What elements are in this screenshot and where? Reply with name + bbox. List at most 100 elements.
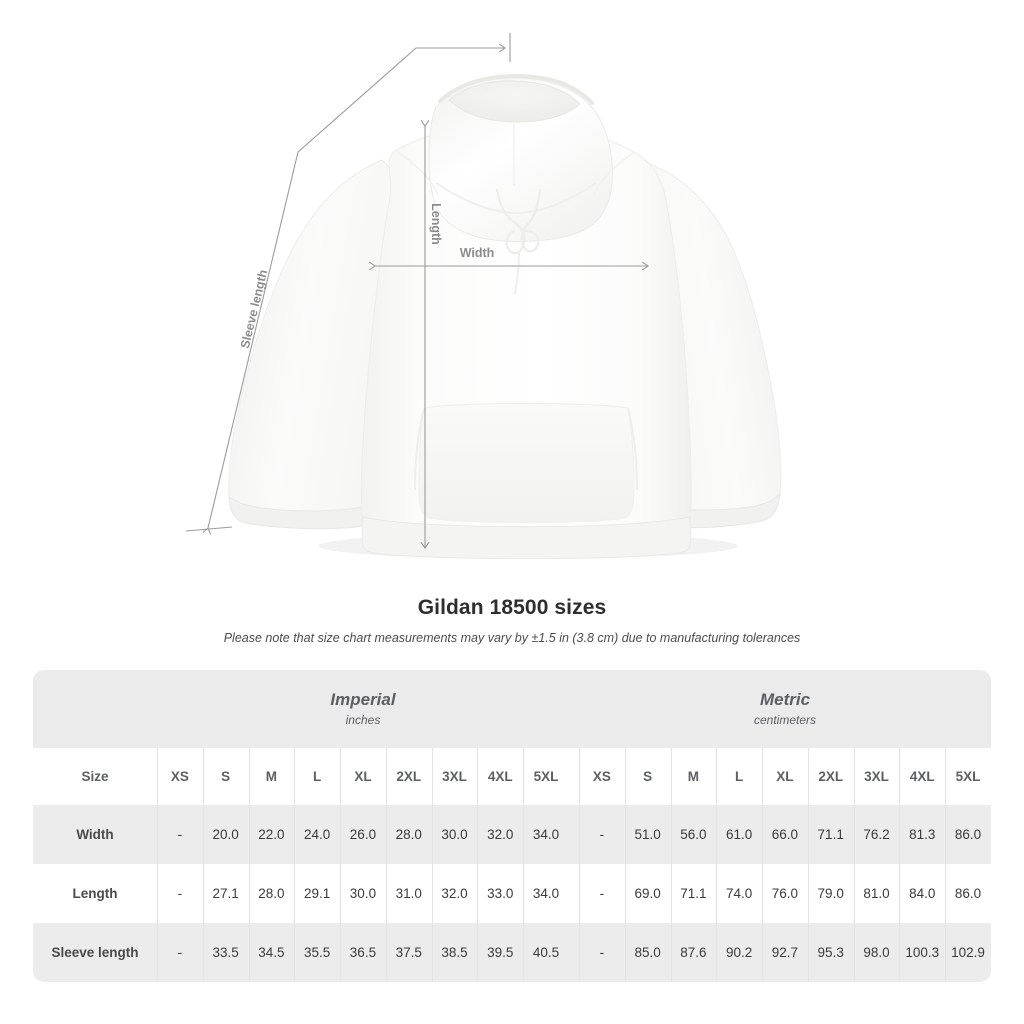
unit-cell-metric: Metric centimeters (578, 670, 991, 748)
table-row-width: Width -20.0 22.0 24.0 26.0 28.0 30.0 32.0 34.0-5… (33, 805, 991, 864)
tolerance-note: Please note that size chart measurements… (223, 631, 801, 645)
size-header-imperial-l: L (294, 748, 341, 805)
row-label-width: Width (33, 805, 157, 864)
table-row-sleeve-length: Sleeve length -33.5 34.5 35.5 36.5 37.5 38.5 39… (33, 923, 991, 982)
size-header-imperial-5xl: 5XL (523, 748, 569, 805)
cell-sleeve-length-metric-s: 85.0 (624, 923, 671, 982)
size-header-metric-l: L (716, 748, 763, 805)
cell-length-imperial-s: 27.1 (202, 864, 249, 923)
cell-sleeve-length-imperial-5xl: 40.5 (523, 923, 569, 982)
cell-length-imperial-4xl: 33.0 (477, 864, 524, 923)
cell-width-metric-xs: - (578, 805, 625, 864)
cell-sleeve-length-metric-5xl: 102.9 (945, 923, 991, 982)
size-header-imperial-xs: XS (157, 748, 203, 805)
cell-length-metric-2xl: 79.0 (807, 864, 854, 923)
cell-length-metric-5xl: 86.0 (945, 864, 991, 923)
cell-sleeve-length-imperial-l: 35.5 (294, 923, 341, 982)
cell-width-metric-2xl: 71.1 (807, 805, 854, 864)
cell-length-metric-xl: 76.0 (762, 864, 808, 923)
cell-width-imperial-4xl: 32.0 (477, 805, 524, 864)
size-chart-table-wrap: Imperial inches Metric centimeters Size XS S M L… (33, 670, 991, 982)
cell-sleeve-length-imperial-xl: 36.5 (340, 923, 386, 982)
cell-sleeve-length-metric-4xl: 100.3 (899, 923, 946, 982)
cell-length-imperial-m: 28.0 (248, 864, 295, 923)
column-gap (568, 923, 579, 982)
column-gap (568, 748, 579, 805)
hoodie-shoulder-seam-right (593, 151, 635, 197)
unit-spacer-left (33, 670, 157, 748)
cell-width-imperial-3xl: 30.0 (431, 805, 478, 864)
size-header-imperial-m: M (248, 748, 295, 805)
sleeve-measure-line (202, 43, 507, 535)
size-header-imperial-s: S (202, 748, 249, 805)
cell-width-imperial-xs: - (157, 805, 203, 864)
page-title: Gildan 18500 sizes (417, 596, 607, 619)
size-header-metric-3xl: 3XL (853, 748, 900, 805)
size-header-metric-4xl: 4XL (899, 748, 946, 805)
size-header-metric-xl: XL (762, 748, 808, 805)
column-gap (568, 805, 579, 864)
sleeve-measure-base-tick (185, 526, 233, 532)
unit-name-metric: Metric (759, 690, 811, 709)
hoodie-illustration: Length Width Sleeve length (185, 33, 782, 559)
product-illustration-area: Length Width Sleeve length (185, 33, 782, 559)
cell-sleeve-length-imperial-3xl: 38.5 (431, 923, 478, 982)
cell-width-imperial-l: 24.0 (294, 805, 341, 864)
cell-width-imperial-m: 22.0 (248, 805, 295, 864)
row-label-length: Length (33, 864, 157, 923)
cell-length-imperial-3xl: 32.0 (431, 864, 478, 923)
unit-name-imperial: Imperial (330, 690, 396, 709)
cell-width-metric-s: 51.0 (624, 805, 671, 864)
unit-sub-metric: centimeters (753, 713, 816, 727)
cell-length-imperial-5xl: 34.0 (523, 864, 569, 923)
cell-length-metric-4xl: 84.0 (899, 864, 946, 923)
length-measure-label: Length (429, 203, 443, 245)
cell-sleeve-length-metric-xs: - (578, 923, 625, 982)
unit-header-row: Imperial inches Metric centimeters (33, 670, 991, 748)
size-header-row: Size XS S M L XL 2XL 3XL 4XL 5XL XS S M L XL 2XL 3XL 4XL 5… (33, 748, 991, 805)
cell-width-metric-3xl: 76.2 (853, 805, 900, 864)
cell-width-metric-4xl: 81.3 (899, 805, 946, 864)
cell-sleeve-length-metric-m: 87.6 (670, 923, 717, 982)
table-corner-label: Size (33, 748, 157, 805)
hoodie-drawstring-right (520, 188, 542, 253)
cell-length-metric-xs: - (578, 864, 625, 923)
cell-width-metric-m: 56.0 (670, 805, 717, 864)
cell-sleeve-length-imperial-xs: - (157, 923, 203, 982)
cell-sleeve-length-imperial-m: 34.5 (248, 923, 295, 982)
size-header-metric-xs: XS (578, 748, 625, 805)
cell-width-imperial-2xl: 28.0 (385, 805, 432, 864)
cell-sleeve-length-imperial-s: 33.5 (202, 923, 249, 982)
cell-width-imperial-s: 20.0 (202, 805, 249, 864)
unit-cell-imperial: Imperial inches (157, 670, 569, 748)
size-header-metric-s: S (624, 748, 671, 805)
size-header-imperial-xl: XL (340, 748, 386, 805)
unit-gap (568, 670, 579, 748)
row-label-sleeve-length: Sleeve length (33, 923, 157, 982)
size-header-imperial-2xl: 2XL (385, 748, 432, 805)
cell-width-metric-5xl: 86.0 (945, 805, 991, 864)
size-header-imperial-4xl: 4XL (477, 748, 524, 805)
cell-sleeve-length-metric-xl: 92.7 (762, 923, 808, 982)
cell-width-metric-xl: 66.0 (762, 805, 808, 864)
column-gap (568, 864, 579, 923)
cell-sleeve-length-metric-l: 90.2 (716, 923, 763, 982)
cell-length-metric-l: 74.0 (716, 864, 763, 923)
hoodie-pocket-opening-right (627, 407, 638, 491)
size-header-metric-2xl: 2XL (807, 748, 854, 805)
cell-length-metric-m: 71.1 (670, 864, 717, 923)
size-chart-table: Imperial inches Metric centimeters Size XS S M L… (33, 670, 991, 982)
hoodie-kangaroo-pocket (418, 402, 635, 524)
cell-width-imperial-5xl: 34.0 (523, 805, 569, 864)
cell-length-metric-s: 69.0 (624, 864, 671, 923)
cell-sleeve-length-metric-3xl: 98.0 (853, 923, 900, 982)
cell-sleeve-length-imperial-2xl: 37.5 (385, 923, 432, 982)
cell-length-imperial-l: 29.1 (294, 864, 341, 923)
cell-sleeve-length-imperial-4xl: 39.5 (477, 923, 524, 982)
cell-length-imperial-2xl: 31.0 (385, 864, 432, 923)
width-measure-label: Width (460, 246, 495, 260)
title-block: Gildan 18500 sizes Please note that size… (0, 595, 1024, 646)
size-header-metric-m: M (670, 748, 717, 805)
cell-length-imperial-xs: - (157, 864, 203, 923)
table-row-length: Length -27.1 28.0 29.1 30.0 31.0 32.0 33.0 34.0-… (33, 864, 991, 923)
